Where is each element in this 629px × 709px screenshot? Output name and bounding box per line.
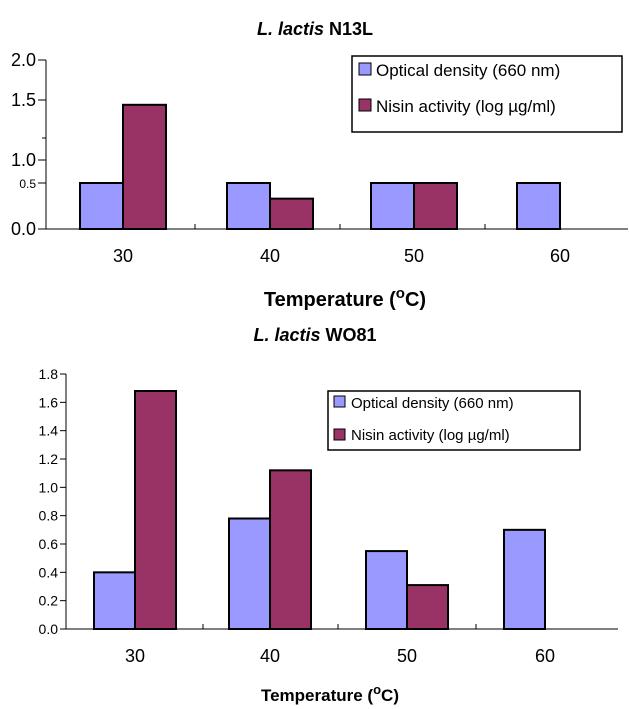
chart-1-bar-nisin-40	[269, 197, 314, 230]
chart-2-y-tick-label: 0.8	[39, 508, 59, 524]
chart-1-bar-optical-density-30	[79, 182, 124, 230]
chart-1-legend-swatch-optical-density	[358, 62, 372, 76]
chart-1: L. lactis N13L 2.01.51.00.50.0 30 40 50 60 …	[11, 19, 628, 311]
chart-1-legend: Optical density (660 nm) Nisin activity …	[351, 55, 623, 133]
chart-2-y-tick-label: 1.0	[39, 479, 59, 495]
chart-2-y-tick-label: 1.6	[39, 394, 59, 410]
chart-1-x-axis-label: Temperature (oC)	[264, 285, 426, 311]
chart-2-x-tick-label: 30	[125, 646, 145, 666]
chart-2-bar-optical-density-60	[503, 528, 546, 630]
chart-2-legend-swatch-nisin	[333, 428, 346, 441]
chart-2-legend-swatch-optical-density	[333, 395, 346, 408]
chart-1-bar-optical-density-40	[226, 182, 271, 230]
chart-2-y-tick-label: 1.4	[39, 423, 59, 439]
chart-2-bar-nisin-40	[269, 469, 312, 631]
chart-2-bar-optical-density-30	[93, 571, 136, 630]
chart-1-x-tick-label: 50	[404, 246, 424, 266]
chart-2-bar-nisin-50	[406, 584, 449, 630]
chart-2-y-tick-label: 0.2	[39, 593, 59, 609]
chart-2-title: L. lactis WO81	[253, 325, 376, 345]
chart-1-y-tick-label: 0.0	[11, 219, 36, 239]
chart-2-x-axis-label: Temperature (oC)	[261, 682, 399, 705]
chart-1-title: L. lactis N13L	[257, 19, 373, 39]
chart-1-y-tick-label: 1.0	[11, 150, 36, 170]
chart-1-legend-swatch-nisin	[358, 98, 372, 112]
chart-2-y-tick-label: 1.8	[39, 366, 59, 382]
chart-2-y-tick-label: 0.4	[39, 564, 59, 580]
chart-2: L. lactis WO81 1.8 1.6 1.4 1.2 1.0 0.8 0.6 0.4 0…	[39, 325, 618, 705]
chart-2-x-tick-label: 40	[260, 646, 280, 666]
chart-2-x-tick-label: 60	[535, 646, 555, 666]
chart-1-y-tick-label: 1.5	[11, 90, 36, 110]
chart-1-bar-nisin-50	[413, 182, 458, 230]
chart-2-x-tick-label: 50	[397, 646, 417, 666]
chart-1-y-tick-label: 2.0	[11, 50, 36, 70]
chart-1-y-tick-label: 0.5	[19, 177, 36, 191]
chart-1-x-tick-label: 40	[260, 246, 280, 266]
chart-1-x-tick-label: 30	[113, 246, 133, 266]
chart-1-legend-label-optical-density: Optical density (660 nm)	[376, 61, 560, 80]
chart-2-y-tick-label: 0.6	[39, 536, 59, 552]
chart-2-bar-optical-density-40	[228, 517, 271, 630]
chart-2-bar-nisin-30	[134, 390, 177, 630]
chart-1-legend-label-nisin: Nisin activity (log µg/ml)	[376, 97, 556, 116]
chart-2-bar-optical-density-50	[365, 550, 408, 630]
chart-1-bar-optical-density-60	[516, 182, 561, 230]
chart-1-bar-nisin-30	[122, 103, 167, 230]
chart-2-legend-label-optical-density: Optical density (660 nm)	[351, 395, 514, 412]
chart-2-legend-label-nisin: Nisin activity (log µg/ml)	[351, 427, 510, 444]
chart-1-x-tick-label: 60	[550, 246, 570, 266]
chart-2-legend: Optical density (660 nm) Nisin activity …	[327, 390, 581, 451]
chart-1-bar-optical-density-50	[370, 182, 415, 230]
chart-2-y-tick-label: 0.0	[39, 621, 59, 637]
chart-2-y-tick-label: 1.2	[39, 451, 59, 467]
